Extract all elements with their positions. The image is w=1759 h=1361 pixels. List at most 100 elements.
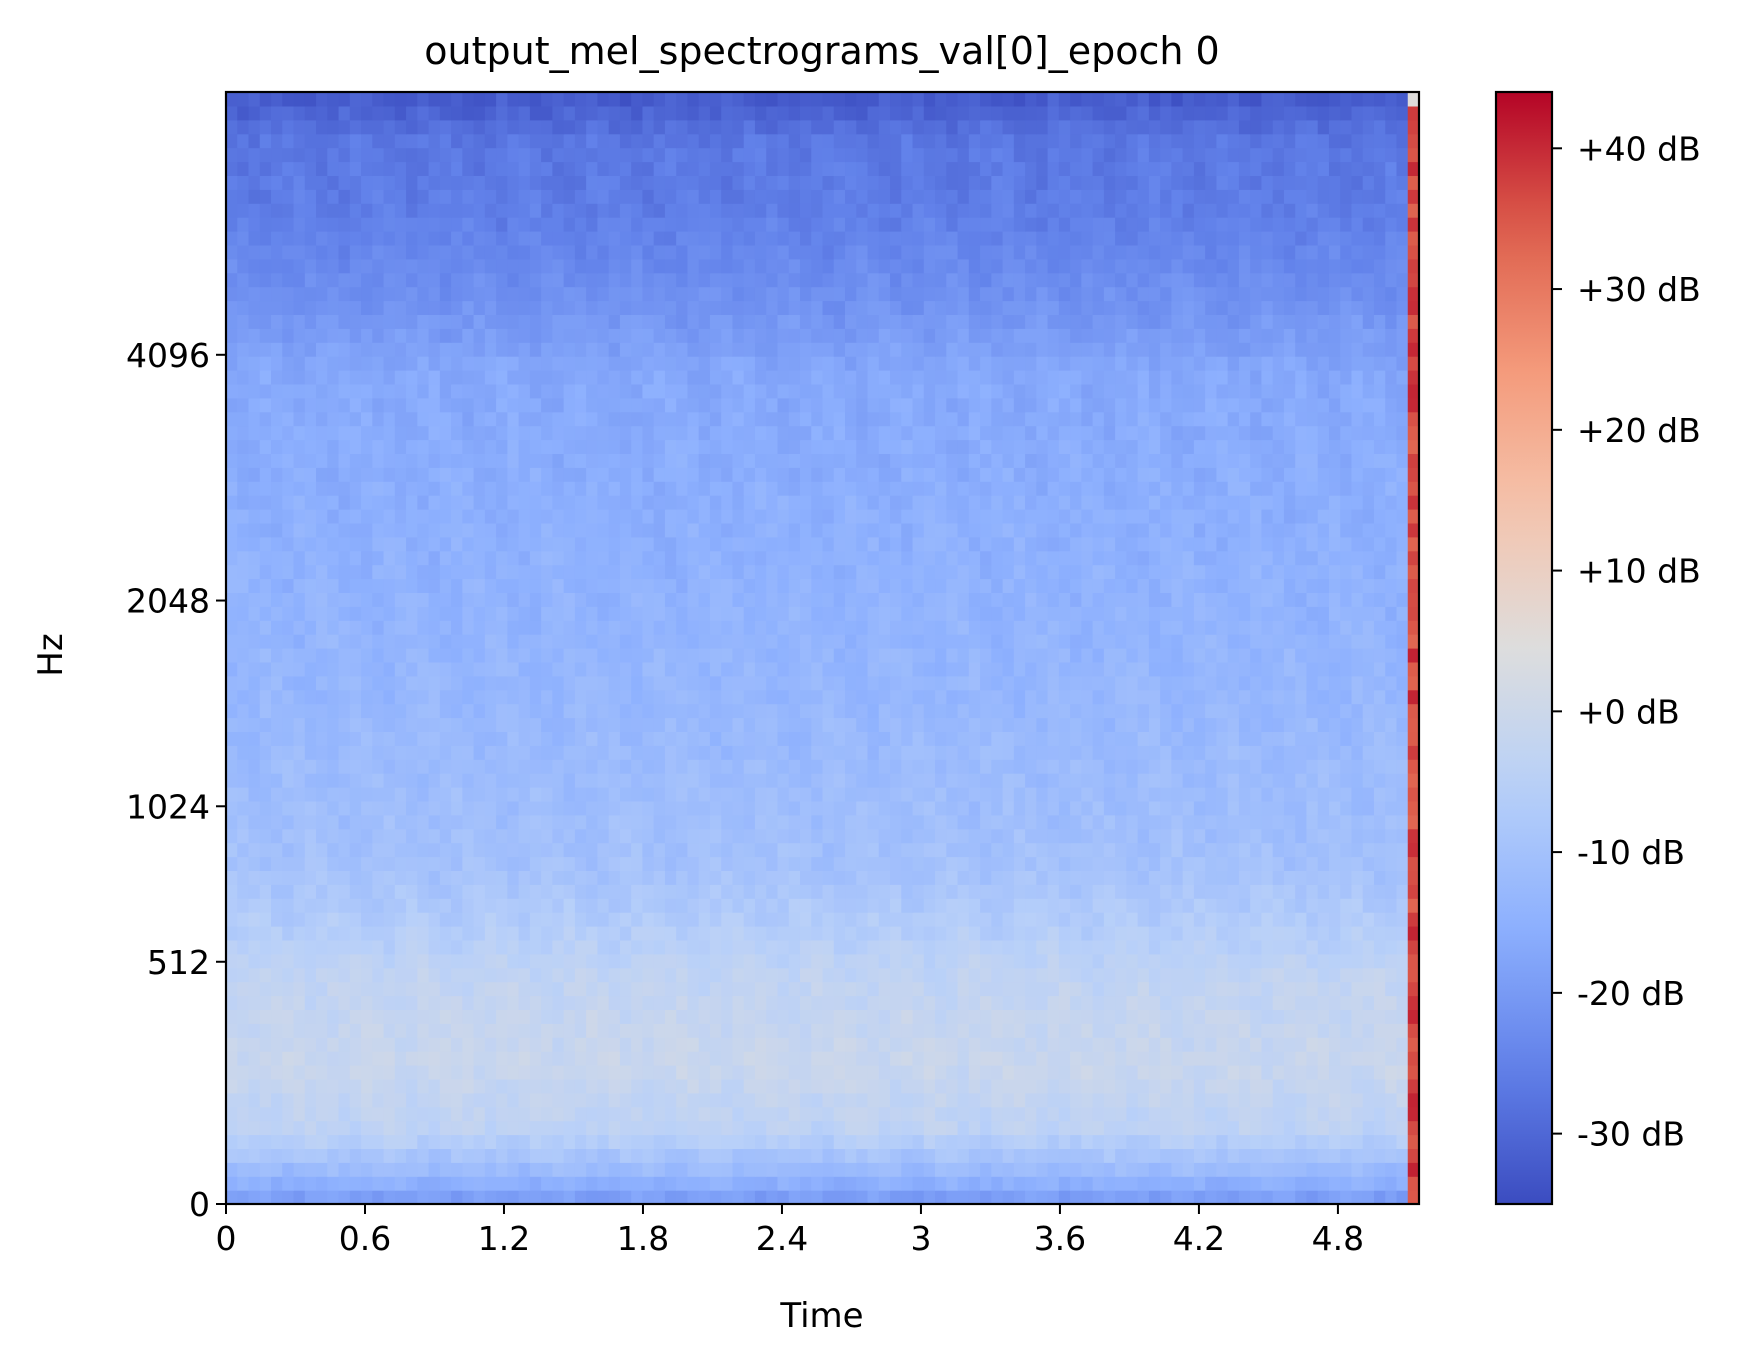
heatmap-cell (417, 1092, 430, 1108)
heatmap-cell (1227, 745, 1240, 760)
heatmap-cell (518, 884, 531, 899)
heatmap-cell (766, 703, 779, 719)
heatmap-cell (811, 564, 824, 580)
heatmap-cell (1002, 675, 1015, 691)
heatmap-cell (237, 1051, 250, 1066)
heatmap-cell (552, 1037, 565, 1052)
heatmap-cell (845, 1190, 857, 1205)
heatmap-cell (226, 1106, 238, 1122)
heatmap-cell (473, 731, 486, 746)
heatmap-cell (1092, 703, 1105, 719)
heatmap-cell (406, 1078, 418, 1094)
heatmap-cell (721, 592, 734, 607)
heatmap-cell (574, 675, 587, 691)
heatmap-cell (1385, 1148, 1398, 1163)
heatmap-cell (226, 620, 238, 635)
heatmap-cell (1205, 773, 1218, 788)
heatmap-cell (293, 1051, 306, 1066)
heatmap-cell (462, 689, 475, 705)
heatmap-cell (833, 634, 846, 649)
heatmap-cell (1126, 1190, 1139, 1205)
heatmap-cell (698, 800, 711, 816)
heatmap-cell (349, 745, 362, 760)
heatmap-cell (237, 1162, 250, 1177)
heatmap-cell (1216, 981, 1229, 997)
heatmap-cell (507, 759, 520, 774)
heatmap-cell (743, 1078, 756, 1094)
heatmap-cell (417, 926, 430, 941)
heatmap-cell (406, 884, 418, 899)
heatmap-cell (1013, 828, 1026, 844)
heatmap-cell (1362, 884, 1375, 899)
heatmap-cell (766, 800, 779, 816)
heatmap-cell (1092, 814, 1105, 830)
heatmap-cell (833, 1134, 846, 1149)
heatmap-cell (856, 1176, 869, 1191)
heatmap-cell (1306, 745, 1319, 760)
heatmap-cell (1340, 828, 1353, 844)
heatmap-cell (428, 1190, 441, 1205)
heatmap-cell (788, 578, 801, 593)
heatmap-cell (1340, 1065, 1353, 1080)
heatmap-cell (687, 1078, 700, 1094)
heatmap-cell (304, 939, 317, 955)
heatmap-cell (664, 912, 677, 927)
heatmap-cell (845, 898, 857, 913)
heatmap-cell (980, 1134, 992, 1149)
heatmap-cell (642, 1148, 655, 1163)
heatmap-cell (507, 717, 520, 732)
heatmap-cell (676, 884, 689, 899)
heatmap-cell (608, 1176, 621, 1191)
heatmap-cell (878, 1092, 891, 1108)
heatmap-cell (754, 717, 767, 732)
heatmap-cell (1272, 648, 1285, 663)
heatmap-cell (901, 1092, 914, 1108)
heatmap-cell (676, 953, 689, 969)
heatmap-cell (1025, 1037, 1037, 1052)
heatmap-cell (1070, 1120, 1082, 1136)
heatmap-cell (799, 620, 812, 635)
heatmap-cell (1407, 967, 1420, 983)
heatmap-cell (586, 967, 598, 983)
heatmap-cell (732, 1106, 745, 1122)
heatmap-cell (529, 953, 542, 969)
heatmap-cell (1362, 745, 1375, 760)
heatmap-cell (878, 912, 891, 927)
heatmap-cell (743, 648, 756, 663)
heatmap-cell (845, 689, 857, 705)
heatmap-cell (799, 564, 812, 580)
heatmap-cell (563, 1134, 576, 1149)
heatmap-cell (1396, 870, 1409, 885)
heatmap-cell (473, 926, 486, 941)
heatmap-cell (1328, 620, 1341, 635)
heatmap-cell (664, 578, 677, 593)
heatmap-cell (1317, 1176, 1330, 1191)
heatmap-cell (1171, 1134, 1184, 1149)
heatmap-cell (484, 1106, 497, 1122)
heatmap-cell (980, 1190, 992, 1205)
heatmap-cell (833, 1009, 846, 1024)
heatmap-cell (1115, 1051, 1127, 1066)
heatmap-cell (687, 1176, 700, 1191)
heatmap-cell (799, 1092, 812, 1108)
heatmap-cell (732, 773, 745, 788)
heatmap-cell (709, 648, 722, 663)
heatmap-cell (1283, 1078, 1296, 1094)
heatmap-cell (248, 787, 261, 802)
heatmap-cell (529, 1148, 542, 1163)
heatmap-cell (1283, 912, 1296, 927)
heatmap-cell (845, 842, 857, 858)
heatmap-cell (822, 689, 835, 705)
heatmap-cell (1002, 745, 1015, 760)
heatmap-cell (721, 884, 734, 899)
heatmap-cell (237, 550, 250, 566)
heatmap-cell (406, 1106, 418, 1122)
heatmap-cell (1047, 661, 1060, 677)
heatmap-cell (890, 967, 902, 983)
heatmap-cell (473, 884, 486, 899)
heatmap-cell (338, 828, 351, 844)
heatmap-cell (777, 898, 790, 913)
heatmap-cell (417, 981, 430, 997)
heatmap-cell (664, 634, 677, 649)
heatmap-cell (439, 1051, 452, 1066)
